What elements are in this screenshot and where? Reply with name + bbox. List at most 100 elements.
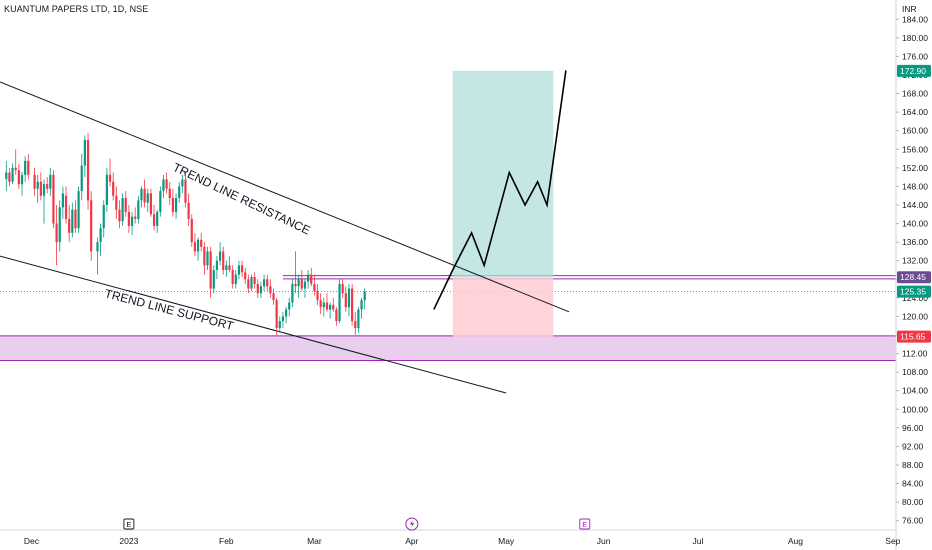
candle (74, 200, 77, 233)
candle-body (140, 188, 143, 201)
candle (36, 174, 39, 203)
candle (341, 279, 344, 298)
candle (11, 163, 14, 185)
event-box (123, 518, 135, 530)
x-tick-label: Jun (597, 536, 611, 546)
candle (99, 223, 102, 257)
badge-text: 172.90 (900, 66, 926, 76)
candle-body (178, 186, 181, 199)
candle (247, 274, 250, 294)
candle-body (174, 198, 178, 212)
candle (284, 307, 288, 324)
y-tick-label: 152.00 (902, 163, 928, 173)
trend-line-0 (0, 81, 570, 313)
candle (222, 246, 225, 275)
projection-path (433, 70, 567, 310)
candle-body (127, 211, 130, 226)
candle (212, 265, 215, 294)
candle (357, 307, 360, 333)
event-box (579, 518, 591, 530)
candle-body (335, 309, 338, 322)
candle-body (74, 209, 77, 229)
candle-body (171, 198, 175, 212)
candle (206, 246, 209, 270)
candle (174, 193, 178, 219)
candle-body (200, 239, 203, 247)
candle-body (209, 251, 212, 289)
candle-body (212, 270, 215, 289)
candle (152, 205, 156, 231)
candle-body (278, 321, 281, 329)
candle (8, 167, 11, 187)
chart-title: KUANTUM PAPERS LTD, 1D, NSE (4, 4, 149, 14)
candle-body (80, 165, 83, 192)
candle-body (68, 218, 71, 233)
candle-body (83, 140, 86, 166)
price-badge-stop: 115.65 (897, 330, 931, 343)
candle (215, 256, 219, 280)
candle (181, 174, 184, 194)
candle-body (159, 191, 162, 212)
candle-body (300, 279, 303, 289)
y-tick-label: 176.00 (902, 51, 928, 61)
candle (171, 188, 175, 217)
x-tick-label: Mar (307, 536, 322, 546)
candle (322, 297, 325, 317)
candle-body (306, 274, 310, 282)
candle (319, 293, 322, 315)
candle-body (115, 195, 118, 210)
candle (80, 153, 83, 201)
candle-body (215, 260, 219, 270)
candle-body (266, 279, 269, 287)
stop-zone (452, 277, 554, 337)
candle-body (303, 281, 307, 289)
candle (86, 133, 90, 210)
candle (115, 186, 118, 219)
candle-body (203, 246, 206, 266)
candle-body (228, 265, 231, 270)
candle (178, 181, 181, 203)
candle-body (17, 170, 20, 185)
y-tick-label: 76.00 (902, 516, 924, 526)
candle (288, 297, 291, 317)
candle-body (360, 300, 363, 310)
currency-label: INR (902, 4, 917, 14)
candle (39, 172, 42, 201)
candle-body (259, 286, 263, 294)
candle-body (347, 288, 351, 308)
y-tick-label: 120.00 (902, 311, 928, 321)
candle (134, 207, 137, 224)
candle-body (231, 270, 234, 284)
candle (20, 171, 24, 196)
candle (228, 256, 231, 273)
candle (200, 232, 203, 252)
support-zone (0, 335, 896, 361)
candle (193, 232, 197, 257)
candle (24, 156, 27, 182)
candle-body (291, 283, 294, 303)
candle-body (165, 179, 168, 189)
badge-bg (897, 64, 931, 77)
y-tick-label: 88.00 (902, 460, 924, 470)
candle-body (218, 251, 222, 261)
price-badge-resistance: 128.45 (897, 271, 931, 284)
candle (231, 265, 234, 289)
candle (250, 274, 253, 291)
candle (363, 288, 366, 310)
candle (121, 193, 124, 226)
candle (297, 274, 300, 298)
candle (209, 246, 212, 298)
y-tick-label: 184.00 (902, 14, 928, 24)
y-tick-label: 104.00 (902, 386, 928, 396)
y-tick-label: 164.00 (902, 107, 928, 117)
candle-body (8, 172, 11, 182)
candle (64, 186, 68, 224)
candle (14, 149, 17, 175)
candle-body (250, 276, 253, 289)
candle-body (351, 288, 354, 322)
candle (347, 283, 351, 317)
candle-body (55, 223, 58, 243)
candle (33, 167, 36, 196)
candle (68, 205, 71, 243)
